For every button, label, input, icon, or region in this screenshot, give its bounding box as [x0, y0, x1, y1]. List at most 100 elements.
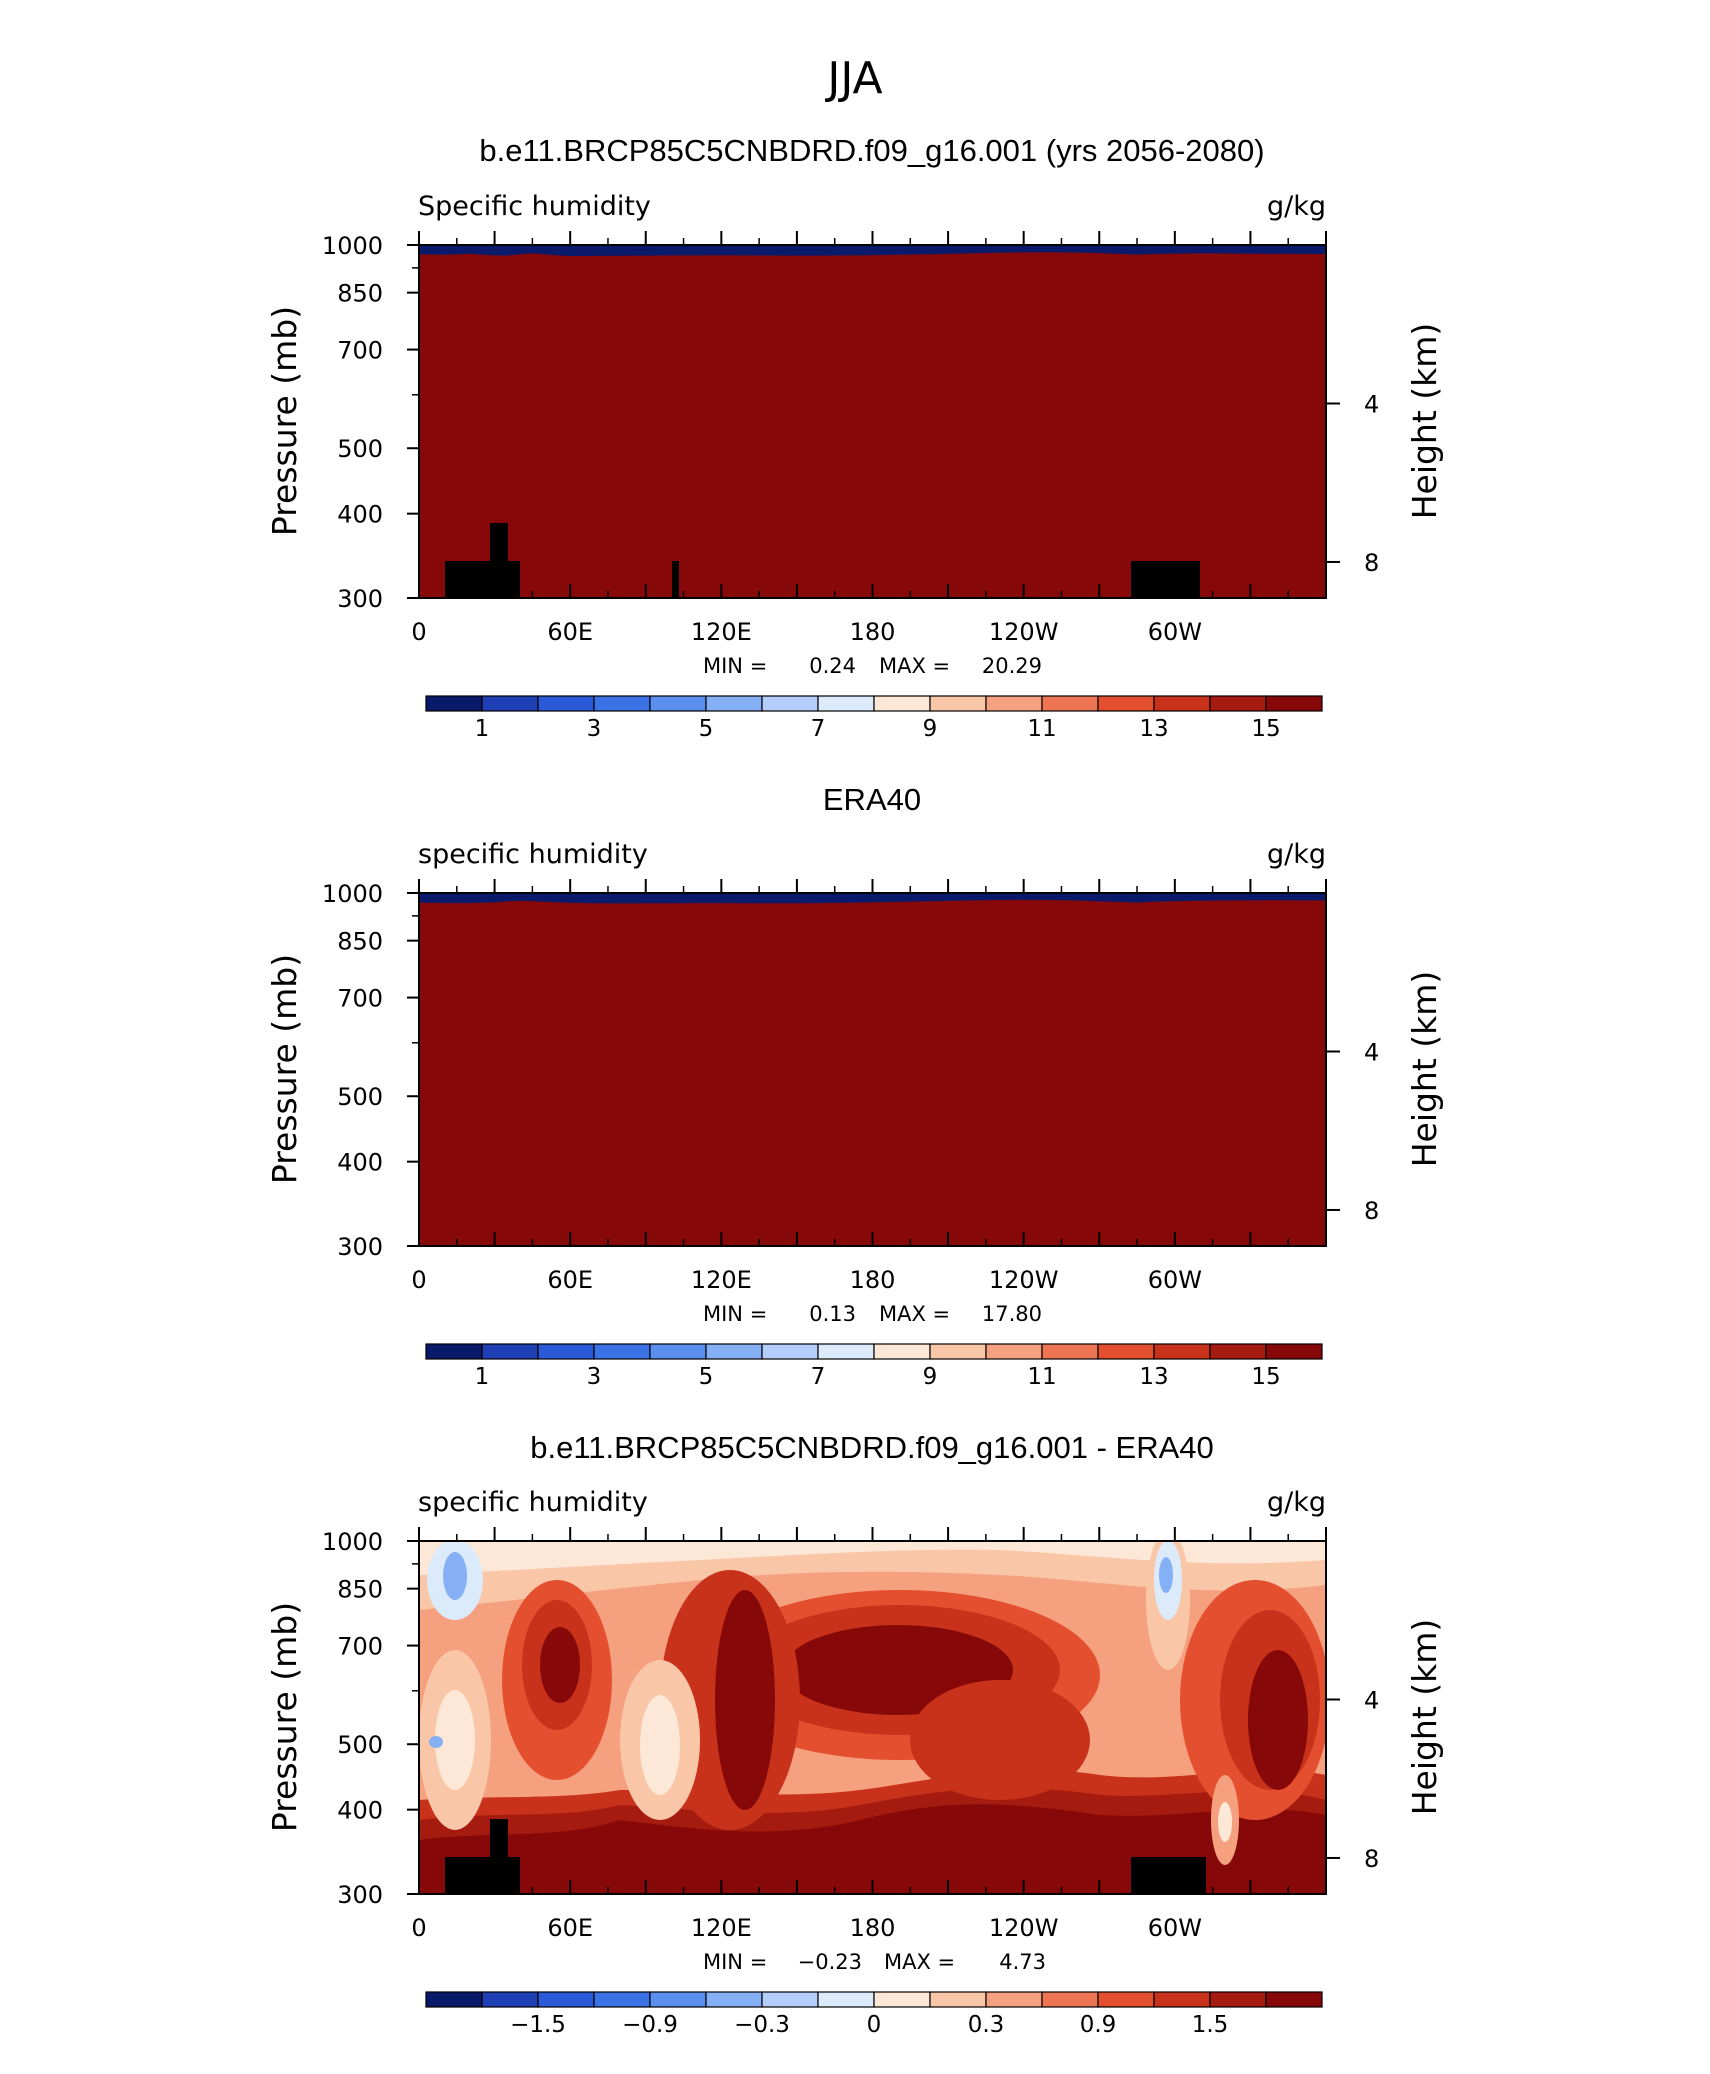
x-tick-label: 60W — [1148, 618, 1202, 646]
land-mask-plateau — [490, 1819, 508, 1894]
colorbar-swatch — [929, 1991, 987, 2008]
variable-label: specific humidity — [418, 1487, 648, 1518]
x-tick-label: 0 — [411, 1914, 426, 1942]
land-mask — [445, 523, 1200, 598]
colorbar-swatch — [481, 1343, 539, 1360]
colorbar-swatch — [873, 695, 931, 712]
colorbar-swatch — [817, 695, 875, 712]
colorbar-swatch — [1153, 1991, 1211, 2008]
colorbar-label: 3 — [587, 1364, 602, 1390]
colorbar-swatch — [649, 1991, 707, 2008]
x-tick-label: 120W — [989, 1266, 1059, 1294]
min-value: 0.13 — [809, 1302, 856, 1326]
colorbar-swatch — [1097, 695, 1155, 712]
colorbar-label: 0 — [867, 2012, 882, 2038]
colorbar-swatch — [537, 1991, 595, 2008]
x-tick-label: 60E — [547, 1914, 593, 1942]
colorbar-swatch — [1041, 1991, 1099, 2008]
colorbar-swatch — [705, 1343, 763, 1360]
x-tick-label: 60E — [547, 1266, 593, 1294]
colorbar-label: 7 — [811, 716, 826, 742]
y2-tick-label: 4 — [1364, 1686, 1379, 1714]
x-tick-label: 180 — [850, 1266, 896, 1294]
max-value: 20.29 — [982, 654, 1042, 678]
panel-title: b.e11.BRCP85C5CNBDRD.f09_g16.001 (yrs 20… — [479, 133, 1264, 168]
units-label: g/kg — [1267, 1487, 1326, 1518]
colorbar-swatch — [873, 1991, 931, 2008]
panel-title: ERA40 — [823, 782, 921, 817]
panel-title: b.e11.BRCP85C5CNBDRD.f09_g16.001 - ERA40 — [530, 1430, 1214, 1465]
y2-tick-label: 4 — [1364, 390, 1379, 418]
land-mask-south-america — [1131, 1857, 1206, 1894]
y2-axis-label: Height (km) — [1405, 1619, 1444, 1816]
contour-band — [419, 252, 1326, 598]
panel-era40: ERA40 specific humidity g/kg 0 60E 120E 180… — [265, 782, 1444, 1390]
colorbar-label: 3 — [587, 716, 602, 742]
x-tick-label: 60E — [547, 618, 593, 646]
colorbar-swatch — [1097, 1991, 1155, 2008]
x-tick-label: 120E — [691, 1266, 752, 1294]
y2-tick-label: 4 — [1364, 1038, 1379, 1066]
y-tick-label: 500 — [337, 435, 383, 463]
y-tick-label: 500 — [337, 1083, 383, 1111]
colorbar-label: 11 — [1027, 1364, 1056, 1390]
colorbar-swatch — [985, 1343, 1043, 1360]
y-axis-label: Pressure (mb) — [265, 306, 304, 536]
y-tick-label: 1000 — [322, 232, 383, 260]
units-label: g/kg — [1267, 191, 1326, 222]
colorbar-swatch — [1209, 695, 1267, 712]
min-label: MIN = — [703, 1950, 767, 1974]
colorbar-label: 11 — [1027, 716, 1056, 742]
colorbar-swatch — [649, 695, 707, 712]
colorbar-swatch — [425, 695, 483, 712]
land-mask — [445, 1819, 1206, 1894]
colorbar-label: 9 — [923, 716, 938, 742]
y-tick-label: 700 — [337, 337, 383, 365]
colorbar-label: 13 — [1139, 716, 1168, 742]
y-tick-label: 850 — [337, 1576, 383, 1604]
x-tick-label: 0 — [411, 1266, 426, 1294]
colorbar-swatch — [929, 1343, 987, 1360]
y-tick-label: 1000 — [322, 880, 383, 908]
panel-difference: b.e11.BRCP85C5CNBDRD.f09_g16.001 - ERA40… — [265, 1430, 1444, 2038]
panel-model: b.e11.BRCP85C5CNBDRD.f09_g16.001 (yrs 20… — [265, 133, 1444, 742]
stats-line: MIN = 0.24 MAX = 20.29 — [703, 654, 1042, 678]
land-mask-plateau — [490, 523, 508, 598]
colorbar-swatch — [537, 1343, 595, 1360]
y-tick-label: 400 — [337, 501, 383, 529]
y-tick-label: 400 — [337, 1797, 383, 1825]
colorbar-label: 5 — [699, 1364, 714, 1390]
variable-label: Specific humidity — [418, 191, 651, 222]
colorbar-swatch — [425, 1991, 483, 2008]
figure-title: JJA — [824, 53, 882, 104]
x-tick-label: 120E — [691, 1914, 752, 1942]
colorbar-label: 1 — [475, 716, 490, 742]
colorbar-label: 9 — [923, 1364, 938, 1390]
units-label: g/kg — [1267, 839, 1326, 870]
colorbar-swatch — [1097, 1343, 1155, 1360]
y-tick-label: 850 — [337, 280, 383, 308]
colorbar-swatch — [1041, 1343, 1099, 1360]
x-tick-label: 180 — [850, 618, 896, 646]
y-axis-label: Pressure (mb) — [265, 954, 304, 1184]
y-tick-label: 850 — [337, 928, 383, 956]
colorbar-label: 0.3 — [968, 2012, 1005, 2038]
colorbar: 1 3 5 7 9 11 13 15 — [425, 1343, 1323, 1390]
colorbar-swatch — [873, 1343, 931, 1360]
x-tick-label: 180 — [850, 1914, 896, 1942]
colorbar-swatch — [1153, 695, 1211, 712]
colorbar-label: 15 — [1251, 1364, 1280, 1390]
y-tick-label: 500 — [337, 1731, 383, 1759]
y-tick-label: 700 — [337, 1633, 383, 1661]
land-mask-south-america — [1131, 561, 1200, 598]
min-label: MIN = — [703, 1302, 767, 1326]
y-tick-label: 700 — [337, 985, 383, 1013]
x-tick-label: 120W — [989, 1914, 1059, 1942]
colorbar-swatch — [985, 1991, 1043, 2008]
y-axis-label: Pressure (mb) — [265, 1602, 304, 1832]
y2-tick-label: 8 — [1364, 1845, 1379, 1873]
max-label: MAX = — [879, 654, 950, 678]
contour-band — [419, 899, 1326, 1246]
colorbar-label: 1.5 — [1192, 2012, 1229, 2038]
colorbar-swatch — [593, 1991, 651, 2008]
